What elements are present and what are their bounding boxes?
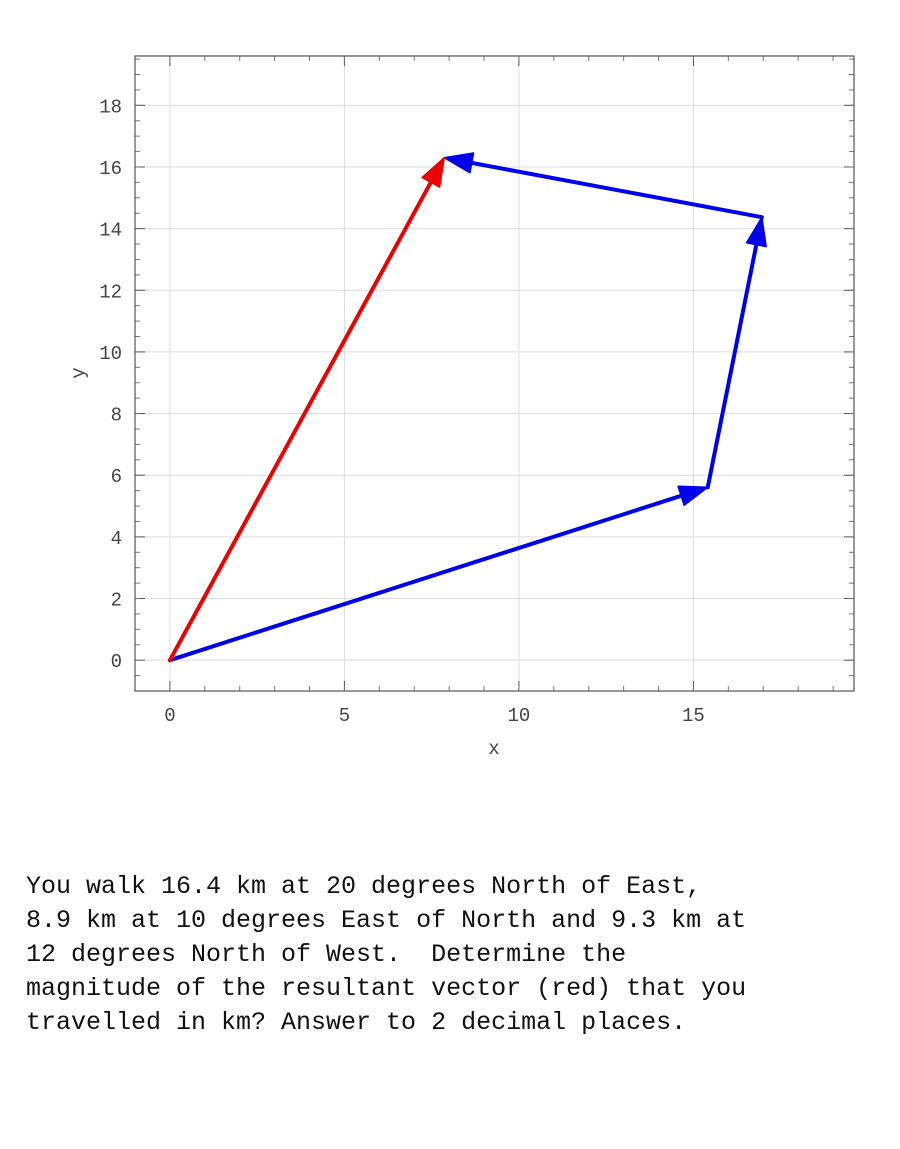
x-tick-label: 5 — [339, 705, 350, 727]
y-axis-title: y — [68, 367, 90, 378]
y-tick-label: 16 — [99, 158, 122, 180]
resultant-vector-arrowhead — [421, 156, 445, 188]
y-tick-label: 6 — [111, 466, 122, 488]
component-vector-arrowhead — [677, 485, 709, 507]
y-tick-label: 12 — [99, 281, 122, 303]
x-axis-title: x — [488, 738, 499, 760]
y-tick-label: 8 — [111, 405, 122, 427]
x-tick-label: 0 — [164, 705, 175, 727]
component-vector — [705, 242, 759, 490]
grid — [135, 56, 854, 691]
question-line: magnitude of the resultant vector (red) … — [26, 974, 747, 1003]
x-tick-label: 10 — [508, 705, 531, 727]
tick-labels: 0 5 10 15 0 2 4 6 8 10 12 14 16 18 — [99, 96, 705, 727]
question-line: You walk 16.4 km at 20 degrees North of … — [26, 872, 702, 901]
vectors — [167, 152, 767, 663]
component-vector-arrowhead — [745, 216, 767, 248]
y-tick-label: 0 — [111, 651, 122, 673]
y-tick-label: 10 — [99, 343, 122, 365]
y-tick-label: 4 — [111, 528, 122, 550]
y-tick-label: 18 — [99, 96, 122, 118]
minor-ticks — [134, 56, 854, 692]
y-tick-label: 2 — [111, 590, 122, 612]
component-vector — [469, 160, 764, 220]
y-tick-label: 14 — [99, 220, 122, 242]
question-line: 12 degrees North of West. Determine the — [26, 940, 627, 969]
component-vector — [167, 493, 684, 663]
x-tick-label: 15 — [682, 705, 705, 727]
question-line: 8.9 km at 10 degrees East of North and 9… — [26, 906, 747, 935]
question-line: travelled in km? Answer to 2 decimal pla… — [26, 1008, 687, 1037]
plot-frame — [134, 55, 855, 692]
component-vector-arrowhead — [443, 152, 475, 174]
question-text: You walk 16.4 km at 20 degrees North of … — [26, 870, 886, 1040]
resultant-vector — [167, 180, 433, 663]
vector-chart: 0 5 10 15 0 2 4 6 8 10 12 14 16 18 x y — [68, 55, 855, 760]
